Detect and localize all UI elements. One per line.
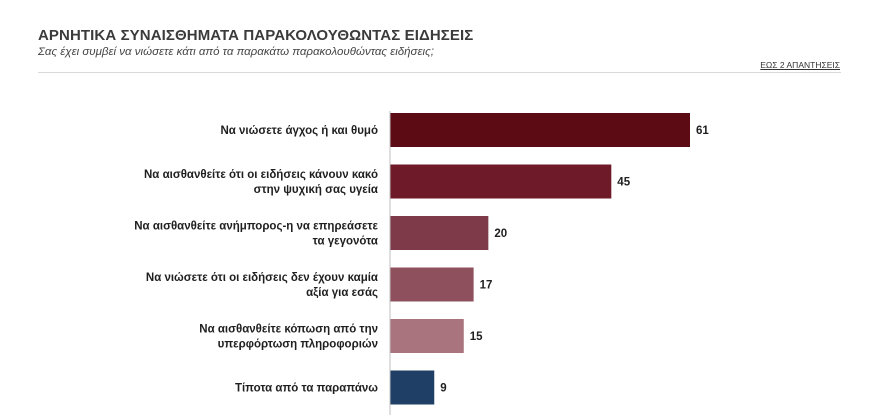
bar [390, 267, 474, 302]
category-label: τα γεγονότα [313, 236, 378, 248]
bar-group: 45 Να αισθανθείτε ότι οι ειδήσεις κάνουν … [144, 164, 631, 199]
bar [390, 370, 435, 405]
bar-value-label: 9 [440, 383, 446, 395]
bar-value-label: 20 [494, 228, 507, 240]
bar-group: 17 Να νιώσετε ότι οι ειδήσεις δεν έχουν κ… [146, 267, 493, 302]
category-label: Να νιώσετε ότι οι ειδήσεις δεν έχουν καμ… [146, 272, 378, 284]
question-subtitle: Σας έχει συμβεί να νιώσετε κάτι από τα π… [38, 46, 434, 58]
category-label: Τίποτα από τα παραπάνω [235, 383, 378, 395]
answers-note: ΕΩΣ 2 ΑΠΑΝΤΗΣΕΙΣ [760, 60, 840, 70]
bar-group: 20 Να αισθανθείτε ανήμπορος-η να επηρεάσε… [134, 216, 507, 250]
header-divider [38, 72, 841, 73]
category-label: υπερφόρτωση πληροφοριών [218, 339, 378, 351]
bar-group: 15 Να αισθανθείτε κόπωση από την υπερφόρτω… [199, 319, 483, 353]
category-label: Να αισθανθείτε ότι οι ειδήσεις κάνουν κα… [144, 169, 378, 181]
category-label: Να αισθανθείτε ανήμπορος-η να επηρεάσετε [134, 221, 378, 233]
bar [390, 216, 489, 250]
bar [390, 164, 612, 199]
bar [390, 319, 464, 353]
bar-group: 61 Να νιώσετε άγχος ή και θυμό [220, 113, 709, 147]
category-label: Να αισθανθείτε κόπωση από την [199, 324, 378, 336]
bar-value-label: 15 [470, 331, 483, 343]
category-label: αξία για εσάς [306, 287, 378, 299]
bar-value-label: 17 [480, 280, 493, 292]
category-label: Να νιώσετε άγχος ή και θυμό [220, 125, 378, 137]
bar-value-label: 45 [617, 177, 630, 189]
bar-value-label: 61 [696, 125, 709, 137]
bar [390, 113, 690, 147]
category-label: στην ψυχική σας υγεία [254, 184, 378, 196]
bar-group: 9 Τίποτα από τα παραπάνω [235, 370, 447, 405]
page-title: ΑΡΝΗΤΙΚΑ ΣΥΝΑΙΣΘΗΜΑΤΑ ΠΑΡΑΚΟΛΟΥΘΩΝΤΑΣ ΕΙ… [38, 27, 474, 44]
